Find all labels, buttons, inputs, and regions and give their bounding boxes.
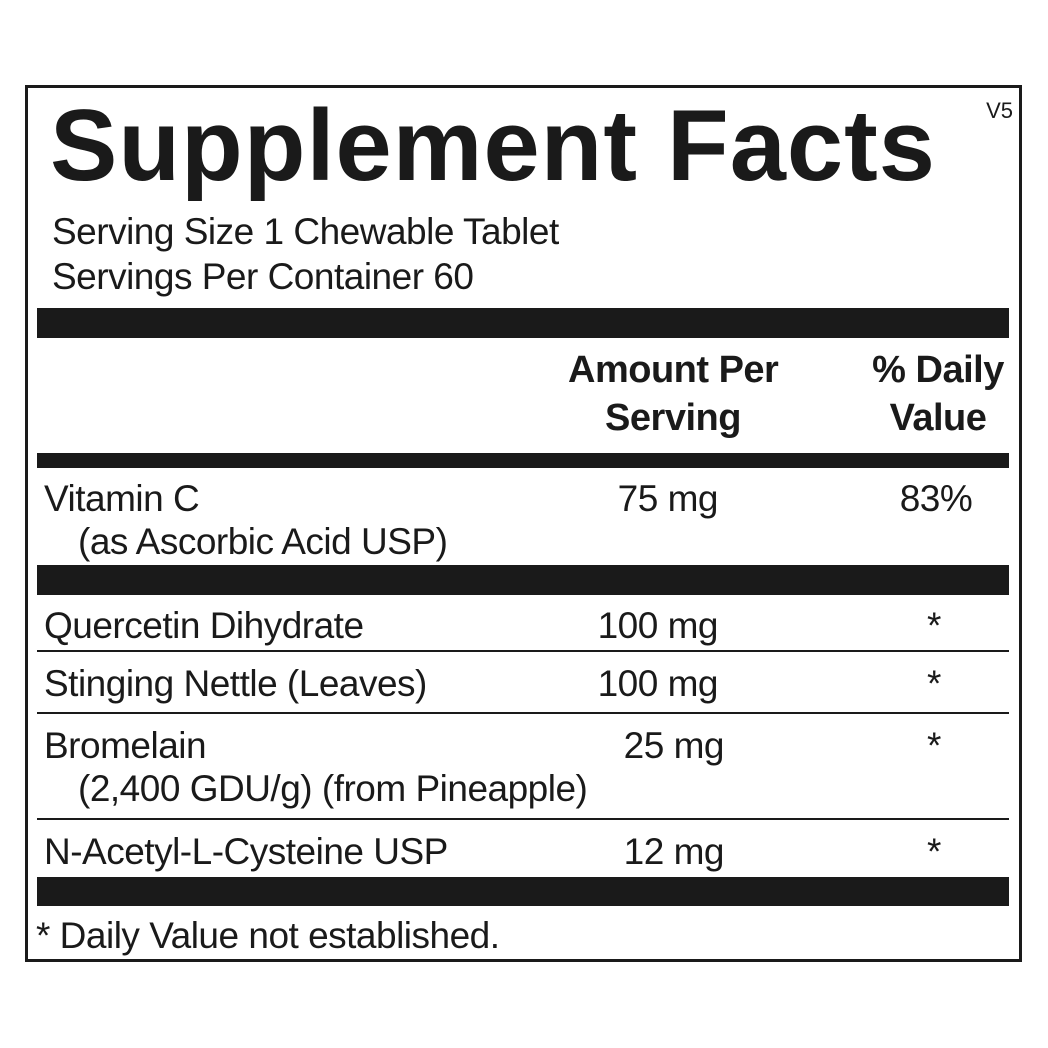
- ingredient-amount: 12 mg: [623, 831, 725, 872]
- ingredient-name: N-Acetyl-L-Cysteine USP: [44, 831, 448, 872]
- version-label: V5: [986, 98, 1013, 123]
- ingredient-name: Vitamin C: [44, 478, 200, 519]
- footnote: * Daily Value not established.: [36, 915, 500, 956]
- amount-per-serving-header: Amount Per Serving: [568, 346, 779, 442]
- ingredient-dv: *: [927, 663, 941, 704]
- divider-bar: [37, 453, 1009, 468]
- header-text: Serving: [605, 397, 741, 439]
- ingredient-name: Stinging Nettle (Leaves): [44, 663, 427, 704]
- ingredient-dv: 83%: [899, 478, 973, 519]
- servings-per-container: Servings Per Container 60: [52, 256, 474, 297]
- ingredient-dv: *: [927, 831, 941, 872]
- divider-bar: [37, 308, 1009, 338]
- divider-bar: [37, 565, 1009, 595]
- ingredient-dv: *: [927, 725, 941, 766]
- divider-bar: [37, 877, 1009, 906]
- ingredient-sub: (as Ascorbic Acid USP): [78, 521, 448, 562]
- ingredient-amount: 100 mg: [597, 663, 719, 704]
- ingredient-name: Quercetin Dihydrate: [44, 605, 364, 646]
- serving-size: Serving Size 1 Chewable Tablet: [52, 211, 559, 252]
- ingredient-sub: (2,400 GDU/g) (from Pineapple): [78, 768, 588, 809]
- row-divider: [37, 818, 1009, 820]
- header-text: % Daily: [872, 349, 1004, 391]
- ingredient-dv: *: [927, 605, 941, 646]
- ingredient-amount: 75 mg: [617, 478, 719, 519]
- row-divider: [37, 712, 1009, 714]
- row-divider: [37, 650, 1009, 652]
- supplement-facts-panel: Supplement Facts V5 Serving Size 1 Chewa…: [25, 85, 1022, 962]
- daily-value-header: % Daily Value: [848, 346, 1028, 442]
- header-text: Value: [889, 397, 987, 439]
- ingredient-amount: 25 mg: [623, 725, 725, 766]
- header-text: Amount Per: [568, 349, 779, 391]
- ingredient-name: Bromelain: [44, 725, 207, 766]
- ingredient-amount: 100 mg: [597, 605, 719, 646]
- panel-title: Supplement Facts: [50, 90, 936, 202]
